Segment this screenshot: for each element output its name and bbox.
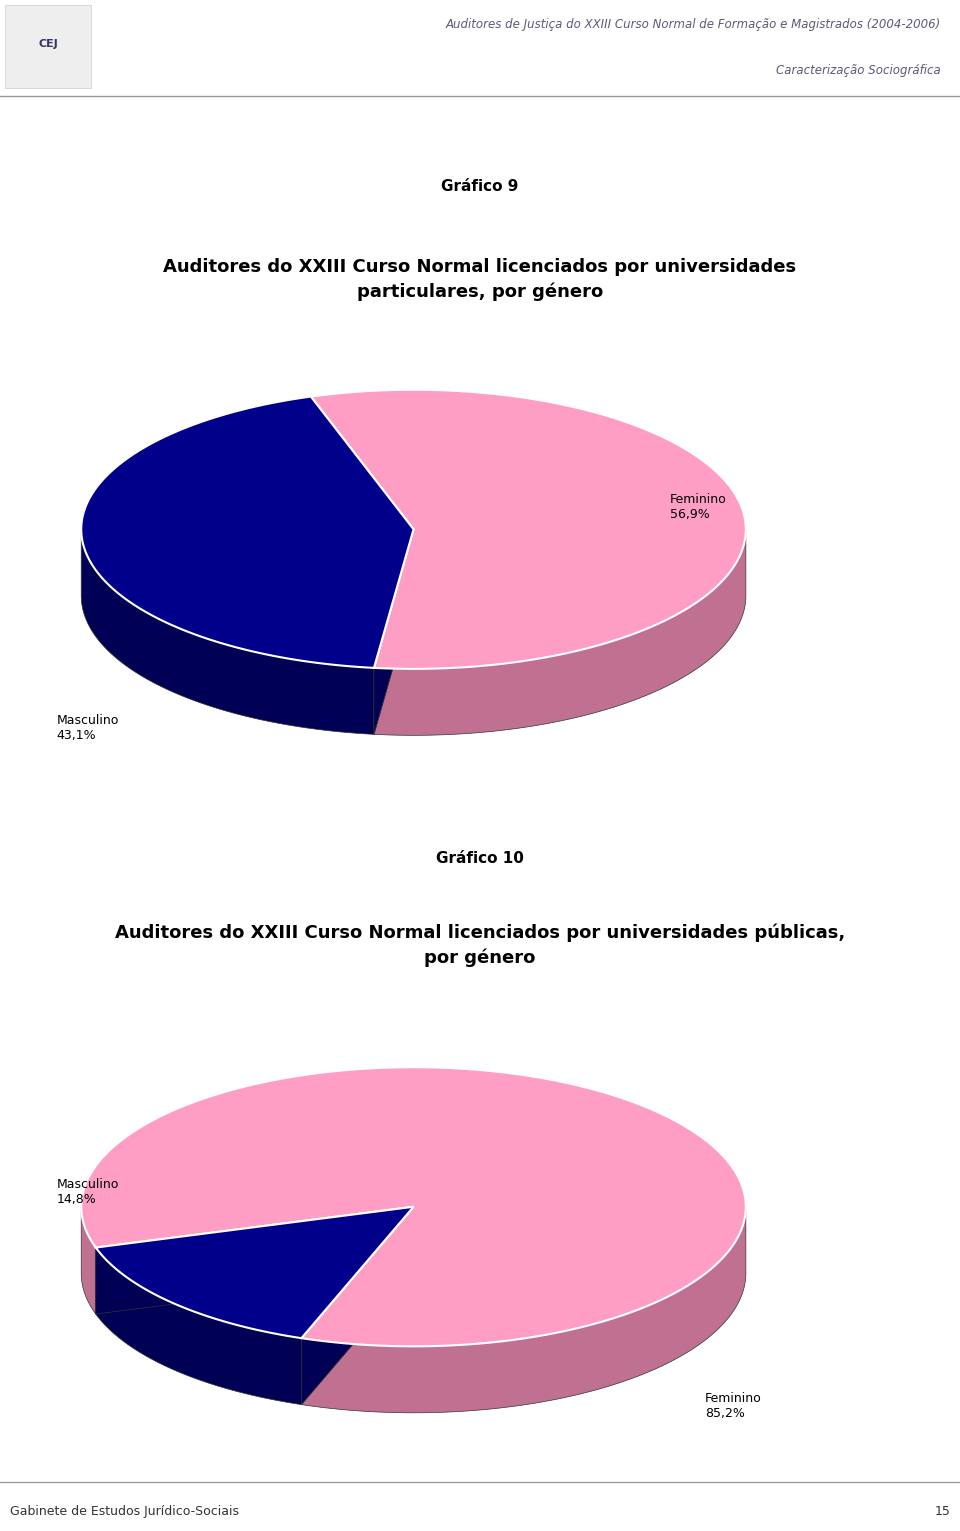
Text: Gráfico 10: Gráfico 10 [436, 851, 524, 867]
Polygon shape [96, 1206, 414, 1314]
Text: Masculino
43,1%: Masculino 43,1% [57, 715, 119, 743]
Text: CEJ: CEJ [38, 40, 58, 49]
Text: Masculino
14,8%: Masculino 14,8% [57, 1179, 119, 1206]
Polygon shape [301, 1206, 414, 1404]
Text: Auditores do XXIII Curso Normal licenciados por universidades
particulares, por : Auditores do XXIII Curso Normal licencia… [163, 259, 797, 300]
Polygon shape [96, 1206, 414, 1338]
Polygon shape [301, 1206, 746, 1413]
Text: Auditores de Justiça do XXIII Curso Normal de Formação e Magistrados (2004-2006): Auditores de Justiça do XXIII Curso Norm… [445, 18, 941, 31]
Text: Feminino
85,2%: Feminino 85,2% [705, 1392, 761, 1419]
Polygon shape [96, 1248, 301, 1404]
Polygon shape [311, 390, 746, 669]
Text: 15: 15 [934, 1505, 950, 1519]
Text: Gabinete de Estudos Jurídico-Sociais: Gabinete de Estudos Jurídico-Sociais [10, 1505, 239, 1519]
Polygon shape [82, 530, 374, 735]
Text: Feminino
56,9%: Feminino 56,9% [670, 493, 727, 521]
Polygon shape [301, 1206, 414, 1404]
Text: Auditores do XXIII Curso Normal licenciados por universidades públicas,
por géne: Auditores do XXIII Curso Normal licencia… [115, 925, 845, 966]
Text: Caracterização Sociográfica: Caracterização Sociográfica [776, 64, 941, 77]
Bar [5, 5, 91, 89]
Polygon shape [82, 397, 414, 668]
Polygon shape [374, 530, 414, 735]
Polygon shape [96, 1206, 414, 1314]
Text: Gráfico 9: Gráfico 9 [442, 179, 518, 194]
Polygon shape [82, 1067, 746, 1346]
Polygon shape [374, 530, 746, 735]
Polygon shape [82, 1206, 96, 1314]
Polygon shape [374, 530, 414, 735]
